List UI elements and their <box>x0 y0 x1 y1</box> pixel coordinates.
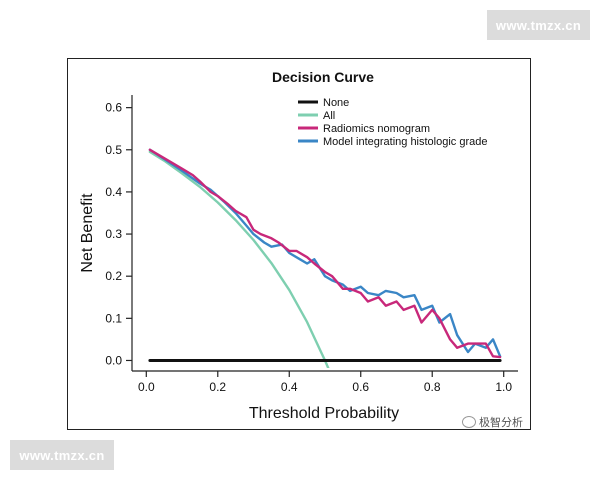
legend-label-model-integrating-histologic-grade: Model integrating histologic grade <box>323 136 488 148</box>
y-axis-label: Net Benefit <box>79 193 96 273</box>
x-tick-label: 0.2 <box>209 380 226 394</box>
x-axis-label: Threshold Probability <box>249 405 399 422</box>
x-tick-label: 0.0 <box>138 380 155 394</box>
source-label: 极智分析 <box>479 416 523 429</box>
series-line-radiomics-nomogram <box>148 148 502 359</box>
figure-frame <box>67 58 531 430</box>
y-tick-label: 0.4 <box>105 185 122 199</box>
wechat-icon <box>462 416 476 428</box>
y-tick-label: 0.0 <box>105 353 122 367</box>
chart-title: Decision Curve <box>272 69 374 85</box>
legend-label-none: None <box>323 97 349 109</box>
series-line-model-integrating-histologic-grade <box>148 148 502 358</box>
x-tick-label: 0.6 <box>352 380 369 394</box>
legend-label-radiomics-nomogram: Radiomics nomogram <box>323 123 430 135</box>
x-tick-label: 0.8 <box>424 380 441 394</box>
watermark-bottom: www.tmzx.cn <box>10 440 114 470</box>
y-tick-label: 0.2 <box>105 269 122 283</box>
y-tick-label: 0.6 <box>105 101 122 115</box>
source-tag: 极智分析 <box>462 414 523 430</box>
y-tick-label: 0.1 <box>105 311 122 325</box>
x-tick-label: 1.0 <box>495 380 512 394</box>
legend-label-all: All <box>323 110 335 122</box>
x-tick-label: 0.4 <box>281 380 298 394</box>
series-line-all <box>148 150 330 368</box>
y-tick-label: 0.3 <box>105 227 122 241</box>
y-tick-label: 0.5 <box>105 143 122 157</box>
watermark-top: www.tmzx.cn <box>487 10 590 40</box>
